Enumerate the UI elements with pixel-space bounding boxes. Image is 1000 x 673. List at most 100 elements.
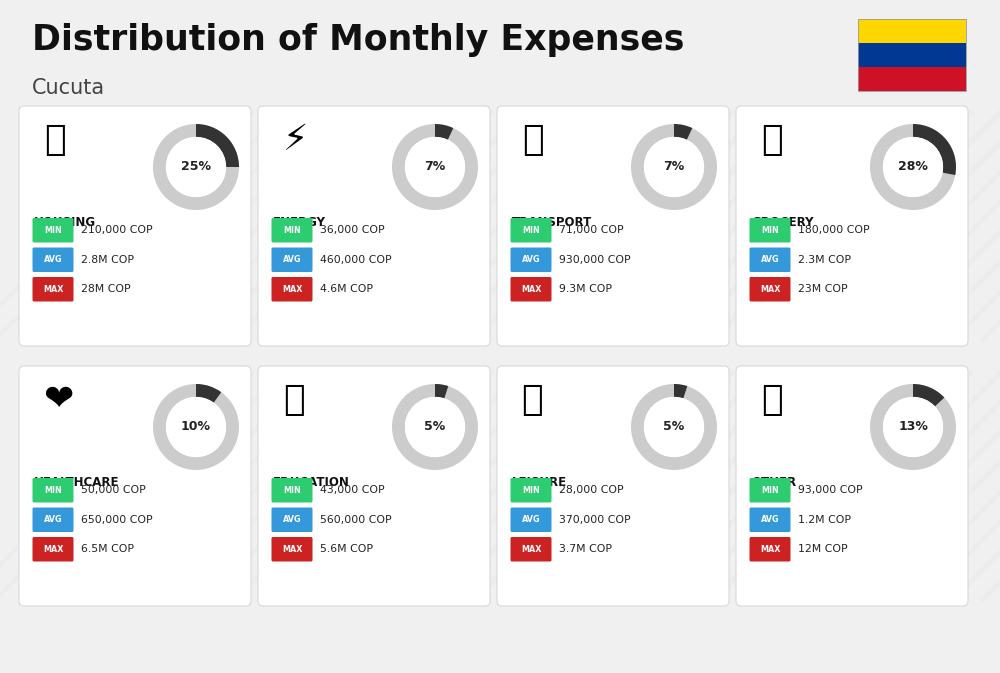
Text: OTHER: OTHER xyxy=(751,476,796,489)
Circle shape xyxy=(405,137,465,197)
Wedge shape xyxy=(913,124,956,175)
Text: AVG: AVG xyxy=(283,516,301,524)
Text: 50,000 COP: 50,000 COP xyxy=(81,485,146,495)
Text: Distribution of Monthly Expenses: Distribution of Monthly Expenses xyxy=(32,23,684,57)
Text: Cucuta: Cucuta xyxy=(32,78,105,98)
FancyBboxPatch shape xyxy=(258,106,490,346)
Wedge shape xyxy=(435,124,453,140)
Text: 930,000 COP: 930,000 COP xyxy=(559,255,631,264)
Text: EDUCATION: EDUCATION xyxy=(273,476,350,489)
FancyBboxPatch shape xyxy=(272,277,312,302)
FancyBboxPatch shape xyxy=(19,106,251,346)
FancyBboxPatch shape xyxy=(511,218,552,242)
Wedge shape xyxy=(153,384,239,470)
Circle shape xyxy=(166,397,226,457)
FancyBboxPatch shape xyxy=(511,537,552,561)
Wedge shape xyxy=(870,124,956,210)
Text: 5%: 5% xyxy=(663,421,685,433)
Text: MIN: MIN xyxy=(761,225,779,235)
Text: 7%: 7% xyxy=(424,160,446,174)
Text: AVG: AVG xyxy=(44,516,62,524)
Text: 28M COP: 28M COP xyxy=(81,284,131,294)
Text: 🚌: 🚌 xyxy=(522,123,544,157)
FancyBboxPatch shape xyxy=(750,277,790,302)
FancyBboxPatch shape xyxy=(750,537,790,561)
Text: MIN: MIN xyxy=(522,486,540,495)
Text: 25%: 25% xyxy=(181,160,211,174)
Text: 180,000 COP: 180,000 COP xyxy=(798,225,870,236)
FancyBboxPatch shape xyxy=(32,277,74,302)
Text: AVG: AVG xyxy=(283,255,301,264)
FancyBboxPatch shape xyxy=(272,478,312,503)
Wedge shape xyxy=(870,384,956,470)
Text: MAX: MAX xyxy=(43,285,63,293)
Text: ⚡: ⚡ xyxy=(283,123,308,157)
FancyBboxPatch shape xyxy=(858,67,966,91)
Text: MIN: MIN xyxy=(283,486,301,495)
Text: 🏢: 🏢 xyxy=(44,123,66,157)
Wedge shape xyxy=(674,384,687,398)
Text: AVG: AVG xyxy=(44,255,62,264)
Text: 13%: 13% xyxy=(898,421,928,433)
Text: 🎓: 🎓 xyxy=(283,383,305,417)
Text: 5%: 5% xyxy=(424,421,446,433)
Text: MAX: MAX xyxy=(760,285,780,293)
Text: 71,000 COP: 71,000 COP xyxy=(559,225,624,236)
Circle shape xyxy=(644,137,704,197)
FancyBboxPatch shape xyxy=(511,248,552,272)
Text: 23M COP: 23M COP xyxy=(798,284,848,294)
FancyBboxPatch shape xyxy=(272,507,312,532)
Text: 460,000 COP: 460,000 COP xyxy=(320,255,392,264)
Text: 370,000 COP: 370,000 COP xyxy=(559,515,631,525)
Text: 4.6M COP: 4.6M COP xyxy=(320,284,373,294)
FancyBboxPatch shape xyxy=(272,218,312,242)
Text: ❤️: ❤️ xyxy=(44,383,74,417)
Text: 2.3M COP: 2.3M COP xyxy=(798,255,851,264)
FancyBboxPatch shape xyxy=(736,366,968,606)
Text: 28%: 28% xyxy=(898,160,928,174)
Text: AVG: AVG xyxy=(761,516,779,524)
FancyBboxPatch shape xyxy=(32,248,74,272)
FancyBboxPatch shape xyxy=(858,19,966,43)
Text: 2.8M COP: 2.8M COP xyxy=(81,255,134,264)
Text: MIN: MIN xyxy=(44,486,62,495)
Text: MAX: MAX xyxy=(282,285,302,293)
Text: MIN: MIN xyxy=(761,486,779,495)
Text: 210,000 COP: 210,000 COP xyxy=(81,225,153,236)
Text: 9.3M COP: 9.3M COP xyxy=(559,284,612,294)
Text: MAX: MAX xyxy=(43,544,63,554)
FancyBboxPatch shape xyxy=(750,248,790,272)
Circle shape xyxy=(644,397,704,457)
Text: ENERGY: ENERGY xyxy=(273,216,326,229)
Wedge shape xyxy=(196,124,239,167)
Wedge shape xyxy=(631,124,717,210)
Wedge shape xyxy=(196,384,221,402)
FancyBboxPatch shape xyxy=(258,366,490,606)
Text: MIN: MIN xyxy=(522,225,540,235)
Text: MIN: MIN xyxy=(44,225,62,235)
FancyBboxPatch shape xyxy=(19,366,251,606)
Text: MAX: MAX xyxy=(282,544,302,554)
Wedge shape xyxy=(631,384,717,470)
Text: 6.5M COP: 6.5M COP xyxy=(81,544,134,555)
Text: 36,000 COP: 36,000 COP xyxy=(320,225,385,236)
Wedge shape xyxy=(674,124,692,140)
Text: 🛍️: 🛍️ xyxy=(522,383,544,417)
Circle shape xyxy=(883,137,943,197)
Circle shape xyxy=(166,137,226,197)
Wedge shape xyxy=(913,384,944,406)
FancyBboxPatch shape xyxy=(736,106,968,346)
Text: MAX: MAX xyxy=(521,285,541,293)
Text: AVG: AVG xyxy=(761,255,779,264)
FancyBboxPatch shape xyxy=(511,277,552,302)
Wedge shape xyxy=(153,124,239,210)
Text: 💰: 💰 xyxy=(761,383,783,417)
FancyBboxPatch shape xyxy=(32,507,74,532)
Text: 28,000 COP: 28,000 COP xyxy=(559,485,624,495)
Text: MAX: MAX xyxy=(760,544,780,554)
FancyBboxPatch shape xyxy=(272,537,312,561)
Text: GROCERY: GROCERY xyxy=(751,216,814,229)
FancyBboxPatch shape xyxy=(32,218,74,242)
Text: 🛒: 🛒 xyxy=(761,123,783,157)
Text: 7%: 7% xyxy=(663,160,685,174)
